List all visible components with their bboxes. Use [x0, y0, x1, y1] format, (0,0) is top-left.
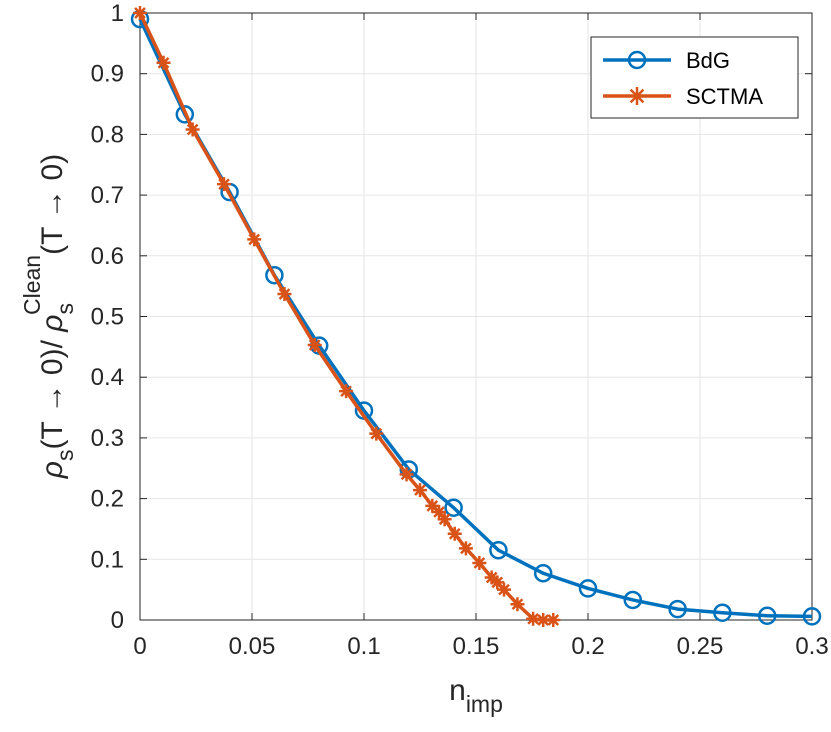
data-point-sctma: [369, 426, 384, 441]
data-point-sctma: [217, 177, 231, 192]
x-tick-label: 0: [133, 633, 146, 660]
y-axis-label-mid: (T → 0)/: [36, 332, 69, 450]
data-point-sctma: [536, 613, 551, 627]
x-tick-label: 0.3: [795, 633, 828, 660]
y-tick-label: 0.3: [91, 425, 124, 452]
data-point-bdg: [668, 599, 687, 619]
data-point-sctma: [399, 467, 414, 482]
data-point-bdg: [265, 265, 284, 285]
legend-label-sctma: SCTMA: [686, 84, 763, 109]
y-axis-label-rho: ρ: [36, 461, 69, 479]
x-tick-label: 0.2: [571, 633, 604, 660]
data-point-sctma: [546, 613, 561, 627]
data-point-sctma: [156, 55, 171, 70]
y-tick-label: 0.2: [91, 486, 124, 513]
legend-entry-bdg: BdG: [603, 48, 730, 73]
x-tick-label: 0.25: [677, 633, 724, 660]
data-point-bdg: [802, 607, 822, 626]
y-axis-label-rho-clean: ρ: [36, 315, 69, 333]
data-point-bdg: [489, 540, 508, 560]
legend-label-bdg: BdG: [686, 48, 730, 73]
data-point-sctma: [437, 512, 452, 527]
x-axis-label-subscript: imp: [466, 691, 503, 717]
data-point-sctma: [497, 582, 511, 597]
x-axis-label-main: n: [449, 674, 466, 707]
y-tick-label: 0.8: [91, 121, 124, 148]
data-point-sctma: [307, 338, 322, 353]
data-point-sctma: [133, 6, 147, 20]
y-axis-label: ρs(T → 0)/ ρsClean(T → 0): [19, 154, 78, 479]
y-tick-label: 1: [111, 0, 124, 27]
x-axis-label: nimp: [449, 674, 503, 717]
data-point-sctma: [432, 504, 447, 519]
data-point-sctma: [413, 483, 427, 498]
data-point-sctma: [472, 555, 487, 570]
data-point-bdg: [578, 579, 598, 598]
y-axis-label-sub: s: [52, 450, 78, 462]
data-point-bdg: [757, 606, 777, 626]
data-point-bdg: [623, 590, 643, 610]
data-point-sctma: [185, 122, 200, 137]
y-tick-label: 0.4: [91, 364, 124, 391]
ticks: 0 0.05 0.1 0.15 0.2 0.25 0.3 0 0.1 0.2 0.3 0.4 0.5 0.…: [91, 0, 829, 660]
x-tick-label: 0.05: [229, 633, 276, 660]
y-tick-label: 0.7: [91, 182, 124, 209]
x-tick-label: 0.1: [347, 633, 380, 660]
legend-box: [590, 36, 799, 119]
data-point-bdg: [533, 564, 553, 583]
y-tick-label: 0.5: [91, 304, 124, 331]
series-sctma: [133, 6, 561, 627]
y-tick-label: 0.6: [91, 243, 124, 270]
y-tick-label: 0: [111, 607, 124, 634]
data-point-sctma: [526, 611, 541, 626]
data-point-sctma: [247, 232, 262, 247]
series: [130, 6, 822, 627]
y-tick-label: 0.9: [91, 61, 124, 88]
data-point-bdg: [444, 498, 463, 517]
data-point-sctma: [484, 570, 499, 585]
data-point-sctma: [339, 384, 354, 399]
data-point-sctma: [490, 575, 505, 590]
y-axis-label-sub-clean: s: [52, 303, 78, 315]
legend-entry-sctma: SCTMA: [603, 84, 763, 109]
legend: BdG SCTMA: [590, 36, 799, 119]
data-point-sctma: [277, 287, 292, 302]
grid: [140, 13, 812, 620]
data-point-sctma: [458, 541, 473, 556]
legend-marker-bdg: [627, 50, 647, 70]
data-point-sctma: [510, 597, 525, 612]
data-point-bdg: [175, 105, 195, 124]
y-axis-label-tail: (T → 0): [36, 154, 69, 255]
y-tick-label: 0.1: [91, 546, 124, 573]
data-point-sctma: [425, 498, 440, 513]
x-tick-label: 0.15: [453, 633, 500, 660]
y-axis-label-sup-clean: Clean: [19, 255, 45, 315]
legend-marker-sctma: [628, 87, 646, 105]
data-point-bdg: [713, 603, 732, 622]
data-point-sctma: [447, 526, 462, 541]
